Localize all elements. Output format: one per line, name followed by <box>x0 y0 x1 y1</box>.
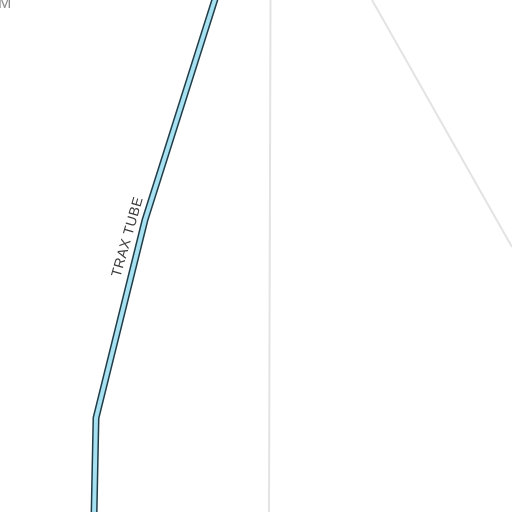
road-vertical <box>268 0 272 512</box>
corner-label-fragment: M <box>0 0 11 12</box>
road-diagonal <box>371 0 512 248</box>
trax-tube-line[interactable] <box>92 0 217 512</box>
